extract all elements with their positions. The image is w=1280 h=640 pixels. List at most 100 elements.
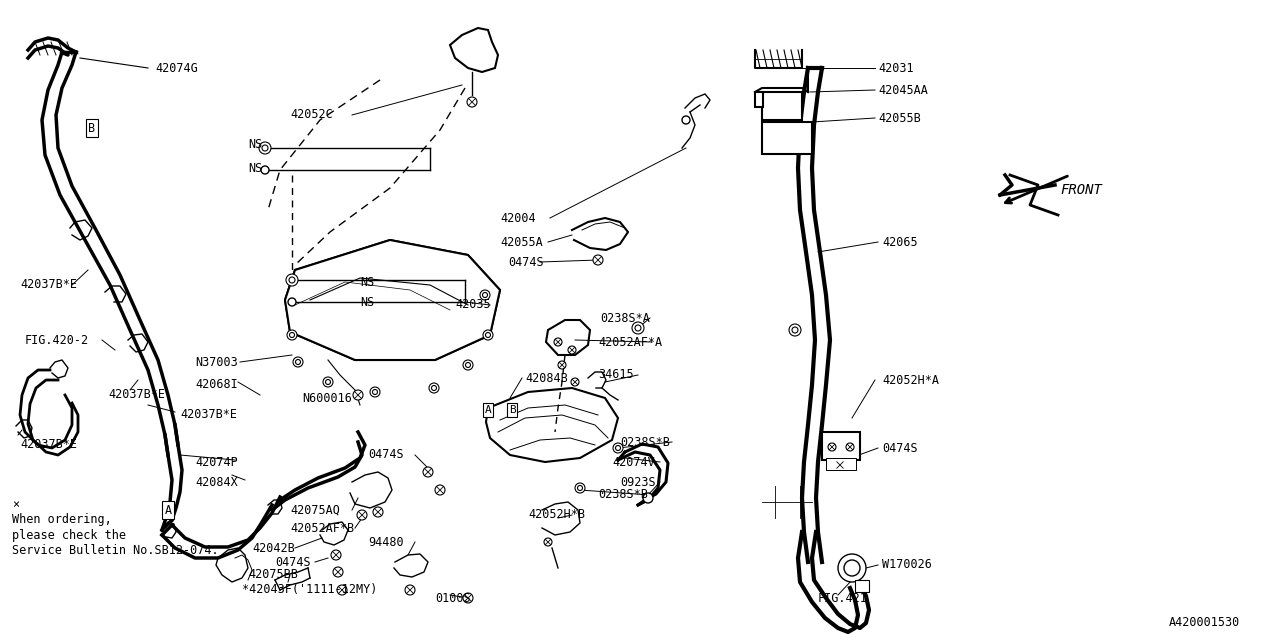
Bar (822, 432, 860, 460)
Circle shape (828, 443, 836, 451)
Circle shape (293, 357, 303, 367)
Text: 42074V: 42074V (612, 456, 655, 468)
Circle shape (431, 385, 436, 390)
Circle shape (544, 538, 552, 546)
Text: FRONT: FRONT (1060, 183, 1102, 197)
Circle shape (372, 390, 378, 394)
Text: 42055A: 42055A (500, 236, 543, 248)
Text: 42031: 42031 (878, 61, 914, 74)
Text: 42042B: 42042B (252, 541, 294, 554)
Circle shape (613, 443, 623, 453)
Text: FIG.420-2: FIG.420-2 (26, 333, 90, 346)
Text: *42043F('1111-12MY): *42043F('1111-12MY) (242, 584, 378, 596)
Circle shape (435, 485, 445, 495)
Circle shape (429, 383, 439, 393)
Circle shape (846, 443, 854, 451)
Text: 42045AA: 42045AA (878, 83, 928, 97)
Text: 0238S*A: 0238S*A (600, 312, 650, 324)
Bar (762, 122, 812, 154)
Text: ×: × (12, 499, 19, 511)
Text: 42052AF*A: 42052AF*A (598, 335, 662, 349)
Text: 42037B*E: 42037B*E (20, 438, 77, 451)
Text: 42004: 42004 (500, 211, 535, 225)
Text: 42084B: 42084B (525, 371, 568, 385)
Circle shape (682, 116, 690, 124)
Circle shape (483, 292, 488, 298)
Text: A: A (485, 405, 492, 415)
Circle shape (835, 460, 845, 470)
Circle shape (289, 333, 294, 337)
Circle shape (554, 338, 562, 346)
Circle shape (577, 486, 582, 490)
Text: 0923S: 0923S (620, 476, 655, 488)
Bar (855, 580, 869, 592)
Bar (826, 458, 856, 470)
Circle shape (259, 142, 271, 154)
Circle shape (844, 560, 860, 576)
Circle shape (463, 593, 474, 603)
Text: 42075AQ: 42075AQ (291, 504, 340, 516)
Circle shape (593, 255, 603, 265)
Circle shape (422, 467, 433, 477)
Text: 42074G: 42074G (155, 61, 197, 74)
Circle shape (632, 322, 644, 334)
Circle shape (466, 362, 471, 367)
Text: Service Bulletin No.SB12-074.: Service Bulletin No.SB12-074. (12, 543, 219, 557)
Circle shape (288, 298, 296, 306)
Circle shape (838, 554, 867, 582)
Circle shape (616, 445, 621, 451)
Text: 0474S: 0474S (508, 255, 544, 269)
Polygon shape (285, 240, 500, 360)
Text: 94480: 94480 (369, 536, 403, 548)
Text: 34615: 34615 (598, 369, 634, 381)
Circle shape (558, 361, 566, 369)
Circle shape (404, 585, 415, 595)
Text: NS: NS (360, 296, 374, 308)
Circle shape (575, 483, 585, 493)
Text: A420001530: A420001530 (1169, 616, 1240, 628)
Circle shape (370, 387, 380, 397)
Polygon shape (451, 28, 498, 72)
Circle shape (483, 330, 493, 340)
Circle shape (333, 567, 343, 577)
Text: 42052C: 42052C (291, 109, 333, 122)
Text: 0474S: 0474S (275, 556, 311, 568)
Circle shape (792, 327, 797, 333)
Circle shape (262, 145, 268, 151)
Text: FIG.421: FIG.421 (818, 591, 868, 605)
Text: 42052AF*B: 42052AF*B (291, 522, 355, 534)
Text: 0238S*B: 0238S*B (598, 488, 648, 502)
Text: 0474S: 0474S (882, 442, 918, 454)
Circle shape (296, 360, 301, 365)
Circle shape (357, 510, 367, 520)
Bar (762, 92, 803, 120)
Polygon shape (547, 320, 590, 355)
Circle shape (463, 360, 474, 370)
Text: B: B (508, 405, 516, 415)
Text: 42052H*B: 42052H*B (529, 509, 585, 522)
Text: 42055B: 42055B (878, 111, 920, 125)
Text: 42052H*A: 42052H*A (882, 374, 940, 387)
Text: 42037B*E: 42037B*E (108, 388, 165, 401)
Circle shape (325, 380, 330, 385)
Text: 42075BB: 42075BB (248, 568, 298, 582)
Text: 42084X: 42084X (195, 476, 238, 488)
Circle shape (289, 277, 294, 283)
Text: 42035: 42035 (454, 298, 490, 312)
Text: 0100S: 0100S (435, 591, 471, 605)
Circle shape (261, 166, 269, 174)
Text: NS: NS (248, 138, 262, 152)
Text: When ordering,: When ordering, (12, 513, 111, 527)
Text: N600016: N600016 (302, 392, 352, 404)
Text: 42037B*E: 42037B*E (20, 278, 77, 291)
Polygon shape (486, 388, 618, 462)
Text: N37003: N37003 (195, 355, 238, 369)
Circle shape (285, 274, 298, 286)
Circle shape (287, 330, 297, 340)
Circle shape (353, 390, 364, 400)
Text: 42068I: 42068I (195, 378, 238, 392)
Circle shape (485, 333, 490, 337)
Text: NS: NS (248, 161, 262, 175)
Circle shape (643, 493, 653, 503)
Text: 0474S: 0474S (369, 449, 403, 461)
